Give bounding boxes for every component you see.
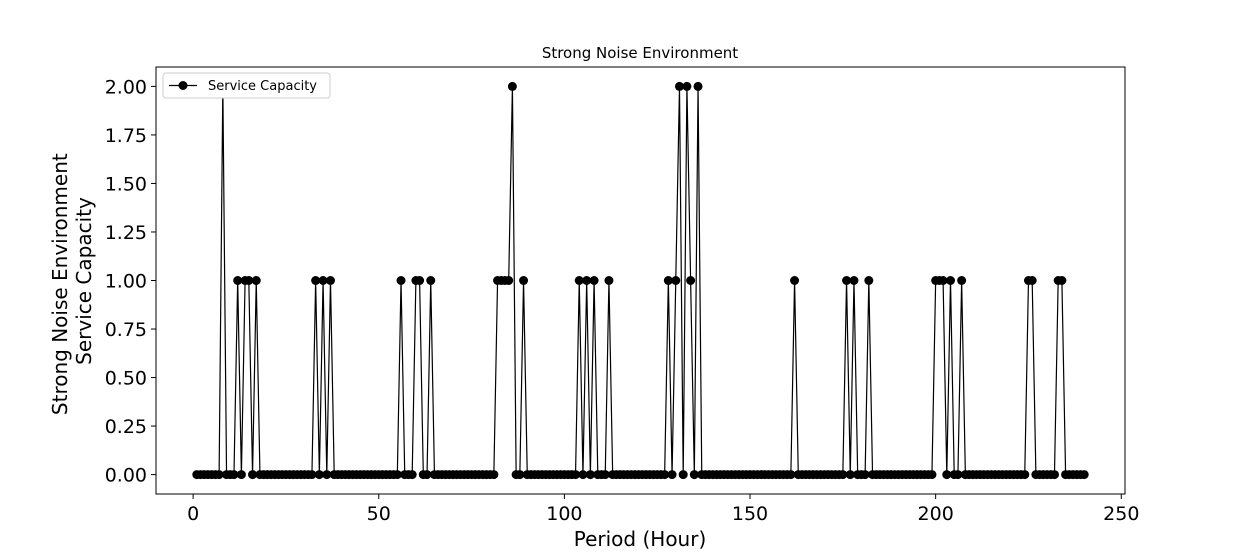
data-point — [1057, 276, 1067, 285]
data-point — [214, 470, 224, 480]
y-tick-label: 0.25 — [105, 416, 147, 438]
data-point — [582, 276, 592, 285]
data-point — [942, 470, 952, 480]
data-point — [938, 276, 948, 285]
x-tick-label: 150 — [732, 503, 768, 525]
data-point — [571, 470, 581, 480]
y-tick-label: 2.00 — [105, 76, 147, 98]
plot-area — [156, 67, 1125, 494]
data-point — [842, 276, 852, 285]
legend-box — [162, 72, 331, 99]
data-point — [244, 276, 254, 285]
data-point — [790, 276, 800, 285]
data-point — [1049, 470, 1059, 480]
data-point — [1079, 470, 1089, 480]
data-point — [325, 276, 335, 285]
data-point — [693, 81, 703, 91]
data-point — [229, 470, 239, 480]
data-point — [578, 470, 588, 480]
y-axis-label: Strong Noise Environment Service Capacit… — [48, 147, 96, 415]
data-point — [849, 276, 859, 285]
data-point — [515, 470, 525, 480]
data-point — [233, 276, 243, 285]
data-point — [678, 470, 688, 480]
data-point — [667, 470, 677, 480]
x-tick-label: 0 — [187, 503, 199, 525]
data-point — [860, 470, 870, 480]
data-point — [671, 276, 681, 285]
data-point — [927, 470, 937, 480]
plot-frame — [155, 66, 1126, 495]
data-point — [311, 276, 321, 285]
legend-marker-swatch — [178, 81, 188, 90]
y-tick-label: 0.75 — [105, 319, 147, 341]
data-point — [957, 276, 967, 285]
x-axis-ticks: 0 50 100 150 200 250 — [187, 494, 1139, 525]
data-point — [392, 470, 402, 480]
data-point — [946, 276, 956, 285]
data-point — [574, 276, 584, 285]
data-point — [318, 276, 328, 285]
data-point — [689, 470, 699, 480]
x-tick-label: 100 — [546, 503, 582, 525]
data-point — [314, 470, 324, 480]
data-point — [953, 470, 963, 480]
data-point — [507, 81, 517, 91]
chart-title: Strong Noise Environment — [542, 44, 738, 62]
data-point — [864, 276, 874, 285]
data-point — [660, 470, 670, 480]
data-point — [786, 470, 796, 480]
y-tick-label: 0.50 — [105, 368, 147, 390]
data-point — [426, 276, 436, 285]
y-tick-label: 1.25 — [105, 222, 147, 244]
data-point — [838, 470, 848, 480]
y-tick-label: 0.00 — [105, 465, 147, 487]
legend: Service Capacity — [162, 72, 331, 99]
data-point — [519, 276, 529, 285]
y-tick-label: 1.50 — [105, 173, 147, 195]
data-point — [248, 470, 258, 480]
data-point — [686, 276, 696, 285]
data-point — [415, 276, 425, 285]
data-point — [845, 470, 855, 480]
data-point — [1020, 470, 1030, 480]
data-point — [674, 81, 684, 91]
series-layer — [192, 81, 1089, 480]
y-axis-ticks: 0.00 0.25 0.50 0.75 1.00 1.25 1.50 1.75 2.00 — [105, 76, 156, 487]
y-axis-label-line-1: Strong Noise Environment — [48, 153, 72, 415]
data-point — [604, 276, 614, 285]
data-point — [682, 81, 692, 91]
data-point — [251, 276, 261, 285]
data-point — [307, 470, 317, 480]
data-point — [589, 276, 599, 285]
y-tick-label: 1.75 — [105, 125, 147, 147]
data-point — [407, 470, 417, 480]
data-point — [396, 276, 406, 285]
x-tick-label: 50 — [367, 503, 391, 525]
y-axis-label-line-2: Service Capacity — [72, 197, 96, 365]
y-tick-label: 1.00 — [105, 271, 147, 293]
data-point — [422, 470, 432, 480]
data-point — [504, 276, 514, 285]
data-point — [585, 470, 595, 480]
data-point — [1027, 276, 1037, 285]
x-tick-label: 250 — [1103, 503, 1139, 525]
data-point — [489, 470, 499, 480]
legend-label: Service Capacity — [208, 79, 317, 94]
x-tick-label: 200 — [918, 503, 954, 525]
data-point — [663, 276, 673, 285]
x-axis-label: Period (Hour) — [574, 527, 707, 551]
data-point — [322, 470, 332, 480]
data-point — [236, 470, 246, 480]
data-point — [600, 470, 610, 480]
